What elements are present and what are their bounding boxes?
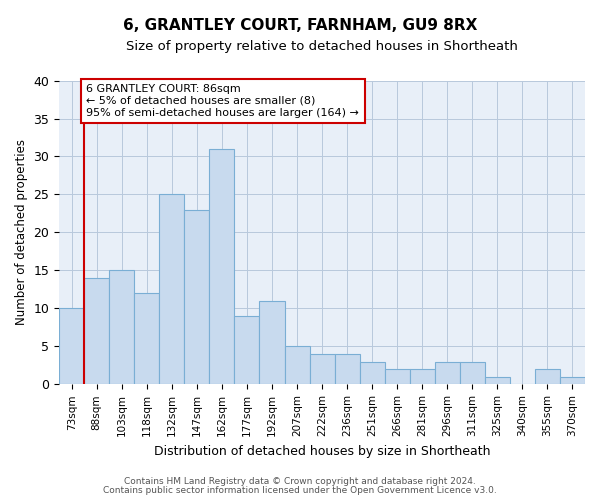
Bar	[335, 354, 359, 384]
Bar	[435, 362, 460, 384]
Text: 6, GRANTLEY COURT, FARNHAM, GU9 8RX: 6, GRANTLEY COURT, FARNHAM, GU9 8RX	[123, 18, 477, 32]
Bar	[385, 369, 410, 384]
Bar	[535, 369, 560, 384]
Bar	[259, 301, 284, 384]
Bar	[160, 194, 184, 384]
Text: Contains HM Land Registry data © Crown copyright and database right 2024.: Contains HM Land Registry data © Crown c…	[124, 477, 476, 486]
Bar	[209, 149, 235, 384]
X-axis label: Distribution of detached houses by size in Shortheath: Distribution of detached houses by size …	[154, 444, 490, 458]
Bar	[134, 293, 160, 384]
Bar	[109, 270, 134, 384]
Bar	[410, 369, 435, 384]
Title: Size of property relative to detached houses in Shortheath: Size of property relative to detached ho…	[126, 40, 518, 53]
Text: Contains public sector information licensed under the Open Government Licence v3: Contains public sector information licen…	[103, 486, 497, 495]
Bar	[184, 210, 209, 384]
Bar	[284, 346, 310, 385]
Bar	[310, 354, 335, 384]
Bar	[460, 362, 485, 384]
Text: 6 GRANTLEY COURT: 86sqm
← 5% of detached houses are smaller (8)
95% of semi-deta: 6 GRANTLEY COURT: 86sqm ← 5% of detached…	[86, 84, 359, 117]
Bar	[84, 278, 109, 384]
Bar	[359, 362, 385, 384]
Bar	[235, 316, 259, 384]
Bar	[59, 308, 84, 384]
Y-axis label: Number of detached properties: Number of detached properties	[15, 140, 28, 326]
Bar	[485, 376, 510, 384]
Bar	[560, 376, 585, 384]
